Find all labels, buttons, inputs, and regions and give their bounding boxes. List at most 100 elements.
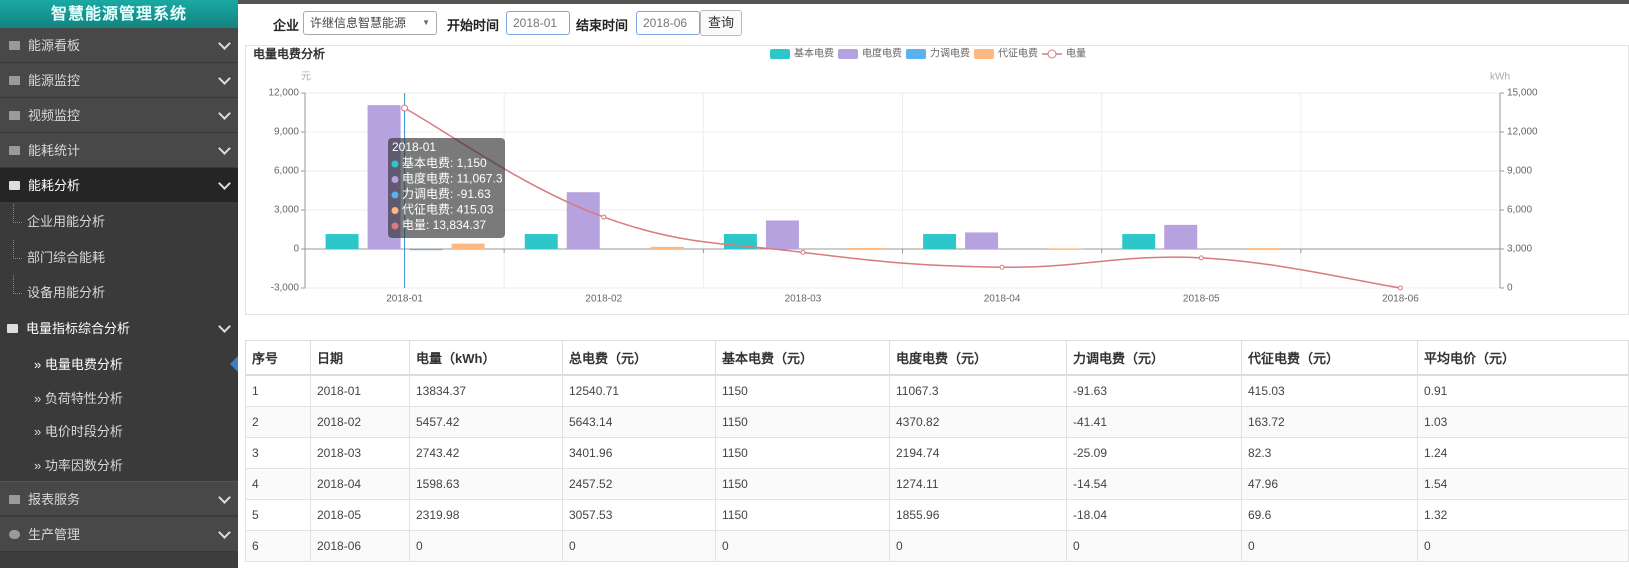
table-header: 代征电费（元） (1241, 340, 1418, 376)
table-header: 序号 (245, 340, 311, 376)
bar (1122, 234, 1156, 249)
data-table: 序号 日期 电量（kWh） 总电费（元） 基本电费（元） 电度电费（元） 力调电费（元） 代征… (245, 340, 1629, 562)
tooltip-item: 代征电费: 415.03 (402, 203, 494, 217)
table-cell: 5457.42 (409, 406, 563, 438)
table-cell: 1.54 (1417, 468, 1629, 500)
x-tick-label: 2018-05 (1183, 294, 1220, 305)
submenu-item[interactable]: » 负荷特性分析 (0, 381, 238, 416)
submenu-item[interactable]: 部门综合能耗 (0, 240, 238, 275)
legend-swatch (974, 49, 994, 59)
menu-item[interactable]: 能源监控 (0, 63, 238, 98)
table-cell: 2018-04 (310, 468, 410, 500)
table-cell: -41.41 (1066, 406, 1242, 438)
menu-item[interactable]: 生产管理 (0, 517, 238, 552)
table-row: 2 2018-02 5457.42 5643.14 1150 4370.82 -41.41 1… (245, 406, 1629, 438)
tooltip-item: 基本电费: 1,150 (402, 156, 487, 170)
menu-item[interactable]: 能耗分析 (0, 168, 238, 203)
table-header: 电量（kWh） (409, 340, 563, 376)
table-cell: -25.09 (1066, 437, 1242, 469)
menu-item[interactable]: 能耗统计 (0, 133, 238, 168)
menu-item[interactable]: 视频监控 (0, 98, 238, 133)
bar (608, 249, 642, 250)
input-value: 2018-06 (643, 16, 688, 30)
table-cell: 0.91 (1417, 374, 1629, 407)
tooltip-item: 电度电费: 11,067.3 (402, 171, 503, 186)
table-cell: 12540.71 (562, 374, 716, 407)
filter-label: 结束时间 (576, 18, 629, 33)
table-cell: 0 (889, 530, 1067, 562)
legend-label: 电度电费 (862, 47, 902, 60)
bar (965, 232, 999, 249)
table-cell: 1855.96 (889, 499, 1067, 531)
y2-tick-label: 9,000 (1507, 166, 1532, 177)
chart-title: 电量电费分析 (253, 46, 325, 61)
filter-label: 企业 (273, 18, 300, 33)
company-select[interactable]: 许继信息智慧能源 ▼ (303, 11, 437, 35)
menu-item[interactable]: 报表服务 (0, 481, 238, 516)
y-axis-unit: 元 (301, 72, 311, 83)
menu-item[interactable]: 能源看板 (0, 28, 238, 63)
bar (765, 220, 799, 249)
table-cell: 5643.14 (562, 406, 716, 438)
table-header: 基本电费（元） (715, 340, 890, 376)
table-cell: 163.72 (1241, 406, 1418, 438)
legend-label: 基本电费 (794, 47, 834, 60)
chart: 电量电费分析 元 kWh -3,000 0 3,000 6,000 9,000 12,00… (253, 46, 1538, 305)
table-row: 4 2018-04 1598.63 2457.52 1150 1274.11 -14.54 4… (245, 468, 1629, 500)
legend-label: 代征电费 (998, 47, 1038, 60)
table-cell: 4 (245, 468, 311, 500)
y2-tick-label: 3,000 (1507, 244, 1532, 255)
table-row: 1 2018-01 13834.37 12540.71 1150 11067.3 -91.6… (245, 374, 1629, 407)
tooltip-dot (391, 191, 399, 199)
table-cell: 1.24 (1417, 437, 1629, 469)
line-point (1397, 285, 1403, 291)
menu-label: 报表服务 (28, 492, 81, 507)
table-cell: 2743.42 (409, 437, 563, 469)
submenu-item[interactable]: » 电价时段分析 (0, 414, 238, 449)
submenu-item[interactable]: 企业用能分析 (0, 204, 238, 239)
menu-label: 电价时段分析 (44, 424, 123, 439)
y2-tick-label: 12,000 (1507, 127, 1538, 138)
table-cell: 82.3 (1241, 437, 1418, 469)
table-cell: 11067.3 (889, 374, 1067, 407)
bar (409, 249, 443, 251)
table-cell: 415.03 (1241, 374, 1418, 407)
submenu-item[interactable]: 设备用能分析 (0, 275, 238, 310)
legend-swatch (906, 49, 926, 59)
line-point (800, 249, 806, 255)
table-cell: 3057.53 (562, 499, 716, 531)
table-header: 电度电费（元） (889, 340, 1067, 376)
table-header: 力调电费（元） (1066, 340, 1242, 376)
table-cell: 1.32 (1417, 499, 1629, 531)
bar (325, 234, 359, 249)
table-cell: 2 (245, 406, 311, 438)
table-cell: -91.63 (1066, 374, 1242, 407)
table-cell: 0 (715, 530, 890, 562)
table-cell: 1.03 (1417, 406, 1629, 438)
x-tick-label: 2018-06 (1382, 294, 1419, 305)
table-cell: 1150 (715, 499, 890, 531)
menu-label: 电量指标综合分析 (26, 321, 131, 336)
end-date-input[interactable]: 2018-06 (636, 11, 700, 35)
table-cell: 47.96 (1241, 468, 1418, 500)
menu-label: 视频监控 (28, 108, 81, 123)
legend-label: 电量 (1066, 47, 1086, 60)
bar (451, 243, 485, 249)
tooltip-item: 力调电费: -91.63 (402, 187, 491, 201)
table-header: 平均电价（元） (1417, 340, 1629, 376)
table-row: 5 2018-05 2319.98 3057.53 1150 1855.96 -18.04 6… (245, 499, 1629, 531)
submenu-item[interactable]: » 功率因数分析 (0, 448, 238, 483)
table-cell: 0 (1417, 530, 1629, 562)
start-date-input[interactable]: 2018-01 (506, 11, 570, 35)
filter-label: 开始时间 (447, 18, 500, 33)
bar (923, 234, 957, 249)
table-cell: -14.54 (1066, 468, 1242, 500)
submenu-item[interactable]: 电量指标综合分析 (0, 311, 238, 346)
tooltip-dot (391, 222, 399, 230)
bar (650, 246, 684, 249)
query-button[interactable]: 查询 (700, 10, 742, 36)
table-cell: 2018-05 (310, 499, 410, 531)
table-cell: 2319.98 (409, 499, 563, 531)
table-cell: 6 (245, 530, 311, 562)
submenu-item[interactable]: » 电量电费分析 (0, 347, 238, 382)
